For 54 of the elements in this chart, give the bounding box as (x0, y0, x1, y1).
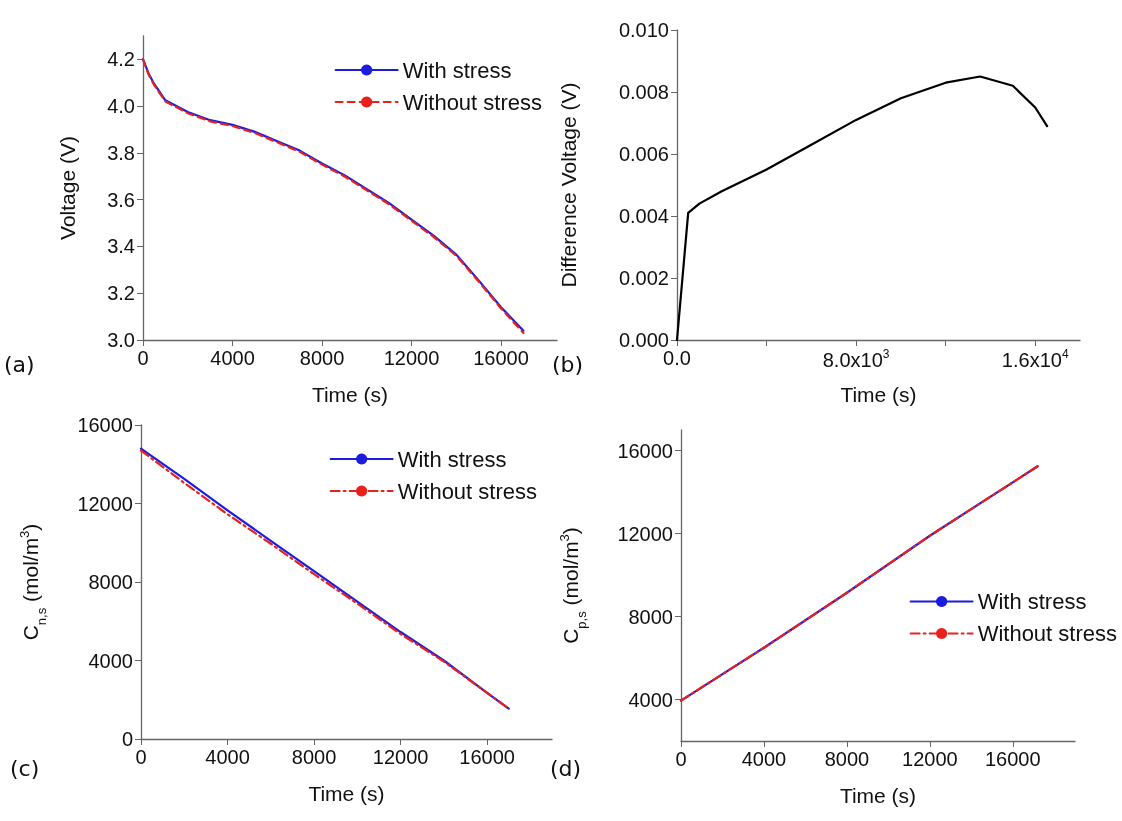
x-axis-title: Time (s) (311, 383, 389, 406)
y-tick-label: 0.010 (618, 19, 669, 41)
y-axis-title: Difference Voltage (V) (557, 82, 580, 288)
x-tick-label: 4000 (205, 746, 250, 768)
x-tick-label: 0 (675, 748, 687, 770)
y-tick-label: 0 (121, 728, 133, 750)
y-tick-label: 3.4 (107, 235, 135, 258)
y-tick-label: 4.0 (107, 95, 135, 118)
text: (b) (552, 352, 584, 377)
y-tick-label: 4000 (88, 649, 133, 672)
x-tick-label: 12000 (902, 748, 958, 770)
y-tick-label: 12000 (617, 522, 673, 545)
y-tick-label: 4.2 (107, 48, 135, 71)
y-tick-label: 8000 (88, 571, 133, 593)
x-axis-title: Time (s) (839, 784, 917, 807)
legend-label: With stress (402, 57, 512, 83)
x-tick-label: 16000 (473, 347, 529, 369)
text: (a) (4, 352, 35, 377)
y-tick-label: 12000 (77, 492, 133, 515)
y-tick-label: 0.002 (618, 267, 669, 289)
x-tick-label: 16000 (459, 746, 515, 768)
text: (c) (10, 756, 40, 781)
x-axis-title: Time (s) (840, 383, 917, 406)
x-tick-label: 4000 (210, 347, 255, 369)
text: (d) (550, 756, 582, 781)
x-tick-label: 8000 (291, 746, 337, 768)
legend-label: With stress (977, 589, 1087, 614)
y-tick-label: 3.6 (107, 188, 135, 211)
x-axis-title: Time (s) (308, 782, 385, 805)
y-tick-label: 0.008 (618, 81, 669, 103)
x-tick-label: 8000 (299, 347, 345, 369)
x-tick-label: 12000 (383, 347, 440, 369)
y-tick-label: 8000 (628, 605, 673, 628)
line-series (675, 75, 1049, 342)
y-tick-label: 3.8 (107, 141, 135, 164)
y-tick-label: 3.0 (107, 329, 135, 351)
y-tick-label: 0.006 (618, 143, 669, 165)
y-tick-label: 4000 (628, 688, 673, 711)
y-tick-label: 16000 (617, 439, 673, 462)
legend-label: With stress (397, 446, 507, 472)
y-tick-label: 16000 (77, 414, 133, 436)
x-tick-label: 12000 (372, 746, 429, 768)
legend-label: Without stress (397, 478, 538, 504)
legend-label: Without stress (402, 89, 543, 115)
y-axis-title: Voltage (V) (56, 136, 79, 240)
x-tick-label: 8000 (824, 748, 870, 770)
x-tick-label: 4000 (741, 748, 787, 770)
x-tick-label: 0 (137, 347, 149, 369)
y-tick-label: 0.004 (618, 205, 669, 227)
x-tick-label: 16000 (984, 748, 1041, 770)
y-axis-title: Cp,s (mol/m3) (557, 527, 589, 644)
legend-label: Without stress (977, 621, 1118, 646)
y-tick-label: 3.2 (107, 282, 135, 305)
y-axis-title: Cn,s (mol/m3) (17, 523, 49, 641)
